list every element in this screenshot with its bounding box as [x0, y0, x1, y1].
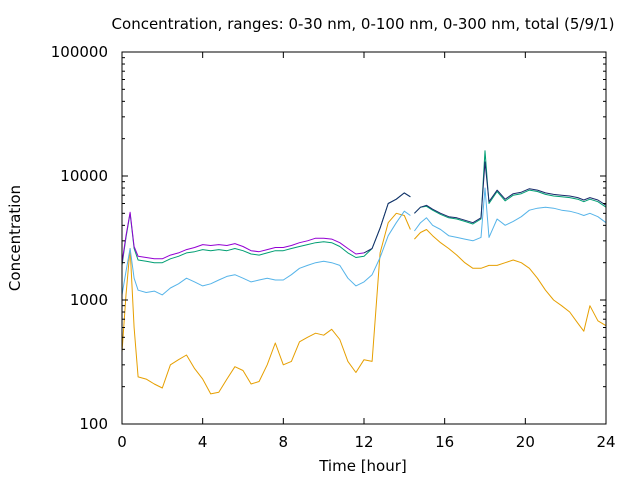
x-tick-label: 0 [117, 433, 127, 451]
y-tick-label: 10000 [60, 167, 108, 185]
series-line-4 [121, 211, 365, 263]
series-line-5 [363, 161, 607, 254]
series-line-2 [121, 187, 607, 296]
series-line-1 [121, 212, 607, 395]
x-axis-title: Time [hour] [318, 457, 407, 475]
y-tick-label: 100000 [51, 43, 108, 61]
series-layer [121, 150, 607, 395]
x-tick-label: 24 [596, 433, 615, 451]
x-tick-label: 12 [354, 433, 373, 451]
y-tick-label: 1000 [70, 291, 108, 309]
x-tick-label: 4 [198, 433, 208, 451]
y-tick-label: 100 [79, 415, 108, 433]
axis-layer: 0 4 8 12 16 20 24 100 1000 10000 100000 [51, 43, 616, 451]
x-tick-label: 8 [279, 433, 289, 451]
series-line-3 [121, 150, 607, 266]
x-tick-label: 20 [516, 433, 535, 451]
x-tick-label: 16 [435, 433, 454, 451]
y-axis-title: Concentration [6, 185, 24, 291]
chart-title: Concentration, ranges: 0-30 nm, 0-100 nm… [112, 15, 615, 33]
